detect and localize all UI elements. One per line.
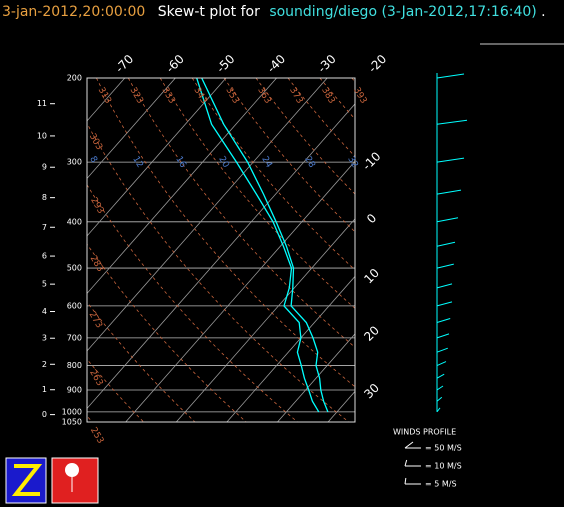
isotherm [87,78,328,352]
wind-barb [436,189,462,195]
wind-barb [436,318,451,323]
logo-z-glyph [11,464,43,496]
pressure-label: 600 [67,301,82,310]
pressure-label: 1050 [62,418,82,427]
height-label: 7 [42,223,47,232]
legend-label: = 50 M/S [425,444,462,453]
wind-barb [436,73,465,79]
dry-adiabat [87,301,196,422]
sounding-line [201,78,329,413]
dry-adiabat [191,78,355,271]
sounding-line [196,78,320,413]
pressure-label: 1000 [62,407,82,416]
mixing-ratio-label: 32 [345,155,359,170]
dry-adiabat [87,184,298,422]
legend-label: = 5 M/S [425,480,457,489]
pressure-label: 500 [67,264,82,273]
mixing-ratio-label: 12 [130,155,144,170]
header-time: 3-jan-2012,20:00:00 [2,4,145,20]
isotherm [87,78,277,295]
wind-barb [436,301,453,307]
pressure-label: 700 [67,333,82,342]
pressure-label: 900 [67,386,82,395]
pressure-label: 300 [67,158,82,167]
height-label: 0 [42,410,47,419]
dry-adiabat [127,78,355,348]
isotherm [87,78,227,237]
wind-barb [436,396,443,402]
header-end: . [541,4,545,20]
height-label: 1 [42,385,47,394]
wind-barb [436,361,447,367]
header-text: Skew-t plot for [158,4,260,20]
plot-frame [86,77,356,423]
legend-barb [404,477,407,485]
wind-barb [436,217,459,223]
height-label: 5 [42,280,47,289]
pressure-label: 200 [67,74,82,83]
wind-barb [436,157,465,163]
pressure-label: 400 [67,217,82,226]
isotherm [125,160,355,422]
height-label: 11 [37,99,47,108]
height-label: 9 [42,163,47,172]
isotherm [226,275,355,422]
wind-barb [436,119,468,125]
logos [5,457,99,504]
height-label: 4 [42,307,47,316]
wind-barb [436,263,454,269]
height-label: 3 [42,334,47,343]
isotherm [175,218,355,422]
wind-barb [436,385,444,391]
height-label: 6 [42,252,47,261]
wind-barb [436,347,448,353]
logo-balloon [65,463,79,477]
height-label: 2 [42,360,47,369]
wind-barb [436,333,450,339]
height-label: 10 [37,131,47,140]
legend-barb [404,459,408,467]
dry-adiabat [87,243,247,422]
wind-barb [436,241,456,247]
isotherm [277,333,355,422]
height-label: 8 [42,193,47,202]
plot-lines [87,78,355,422]
isotherm [87,78,176,180]
legend-barb [404,441,414,449]
wind-title: WINDS PROFILE [393,428,456,437]
mixing-ratio-label: 8 [87,155,99,165]
dry-adiabat [87,122,350,422]
header-source: sounding/diego (3-Jan-2012,17:16:40) [269,4,536,20]
wind-barb [436,373,445,379]
logo-radar [51,457,99,504]
wind-barb [436,407,441,413]
dry-adiabat [255,78,355,195]
wind-barb [436,283,453,289]
header: 3-jan-2012,20:00:00 Skew-t plot for soun… [2,4,546,20]
isotherm [87,103,355,410]
pressure-label: 800 [67,361,82,370]
dry-adiabat [96,78,355,388]
legend-label: = 10 M/S [425,462,462,471]
